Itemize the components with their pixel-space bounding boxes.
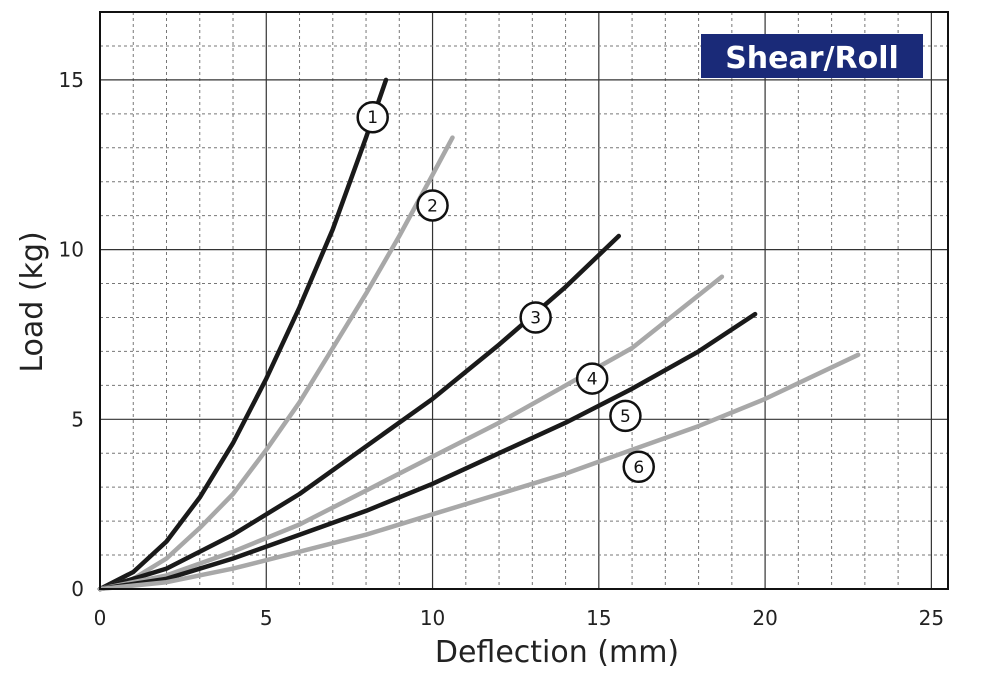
series-label-circle-5 xyxy=(609,399,642,433)
x-tick-label: 0 xyxy=(94,606,107,630)
series-label-circle-1 xyxy=(356,100,389,134)
plot-frame xyxy=(99,11,949,590)
y-tick-label: 15 xyxy=(59,68,84,92)
x-tick-labels: 0 5 10 15 20 25 xyxy=(94,606,944,630)
series-label-4: 4 xyxy=(587,370,598,390)
y-tick-label: 0 xyxy=(71,577,84,601)
series-label-6: 6 xyxy=(633,458,644,478)
series-label-5: 5 xyxy=(620,407,631,427)
y-axis-title: Load (kg) xyxy=(15,231,50,372)
title-badge-background xyxy=(701,34,923,78)
x-axis-title: Deflection (mm) xyxy=(435,635,679,670)
grid xyxy=(100,12,948,589)
chart-title: Shear/Roll xyxy=(725,41,899,76)
y-tick-label: 10 xyxy=(59,238,84,262)
x-tick-label: 25 xyxy=(919,606,944,630)
series-label-circle-6 xyxy=(622,450,655,484)
x-tick-label: 15 xyxy=(586,606,611,630)
series-label-circle-3 xyxy=(519,301,552,334)
series-label-1: 1 xyxy=(367,108,378,128)
series-label-3: 3 xyxy=(530,308,541,328)
series-line-1 xyxy=(97,77,389,592)
series-line-5 xyxy=(97,311,758,592)
series-label-2: 2 xyxy=(427,196,438,216)
x-tick-label: 5 xyxy=(260,606,273,630)
y-tick-labels: 0 5 10 15 xyxy=(59,68,84,601)
series-line-2 xyxy=(97,135,455,592)
plot-background xyxy=(100,12,948,589)
series-labels: 1 2 3 4 5 6 xyxy=(356,100,655,484)
series-line-6 xyxy=(97,352,861,592)
x-tick-label: 10 xyxy=(420,606,445,630)
series-label-circle-4 xyxy=(575,362,609,395)
y-tick-label: 5 xyxy=(71,407,84,431)
title-badge: Shear/Roll xyxy=(701,34,923,78)
series-label-circle-2 xyxy=(416,189,449,222)
x-tick-label: 20 xyxy=(752,606,777,630)
